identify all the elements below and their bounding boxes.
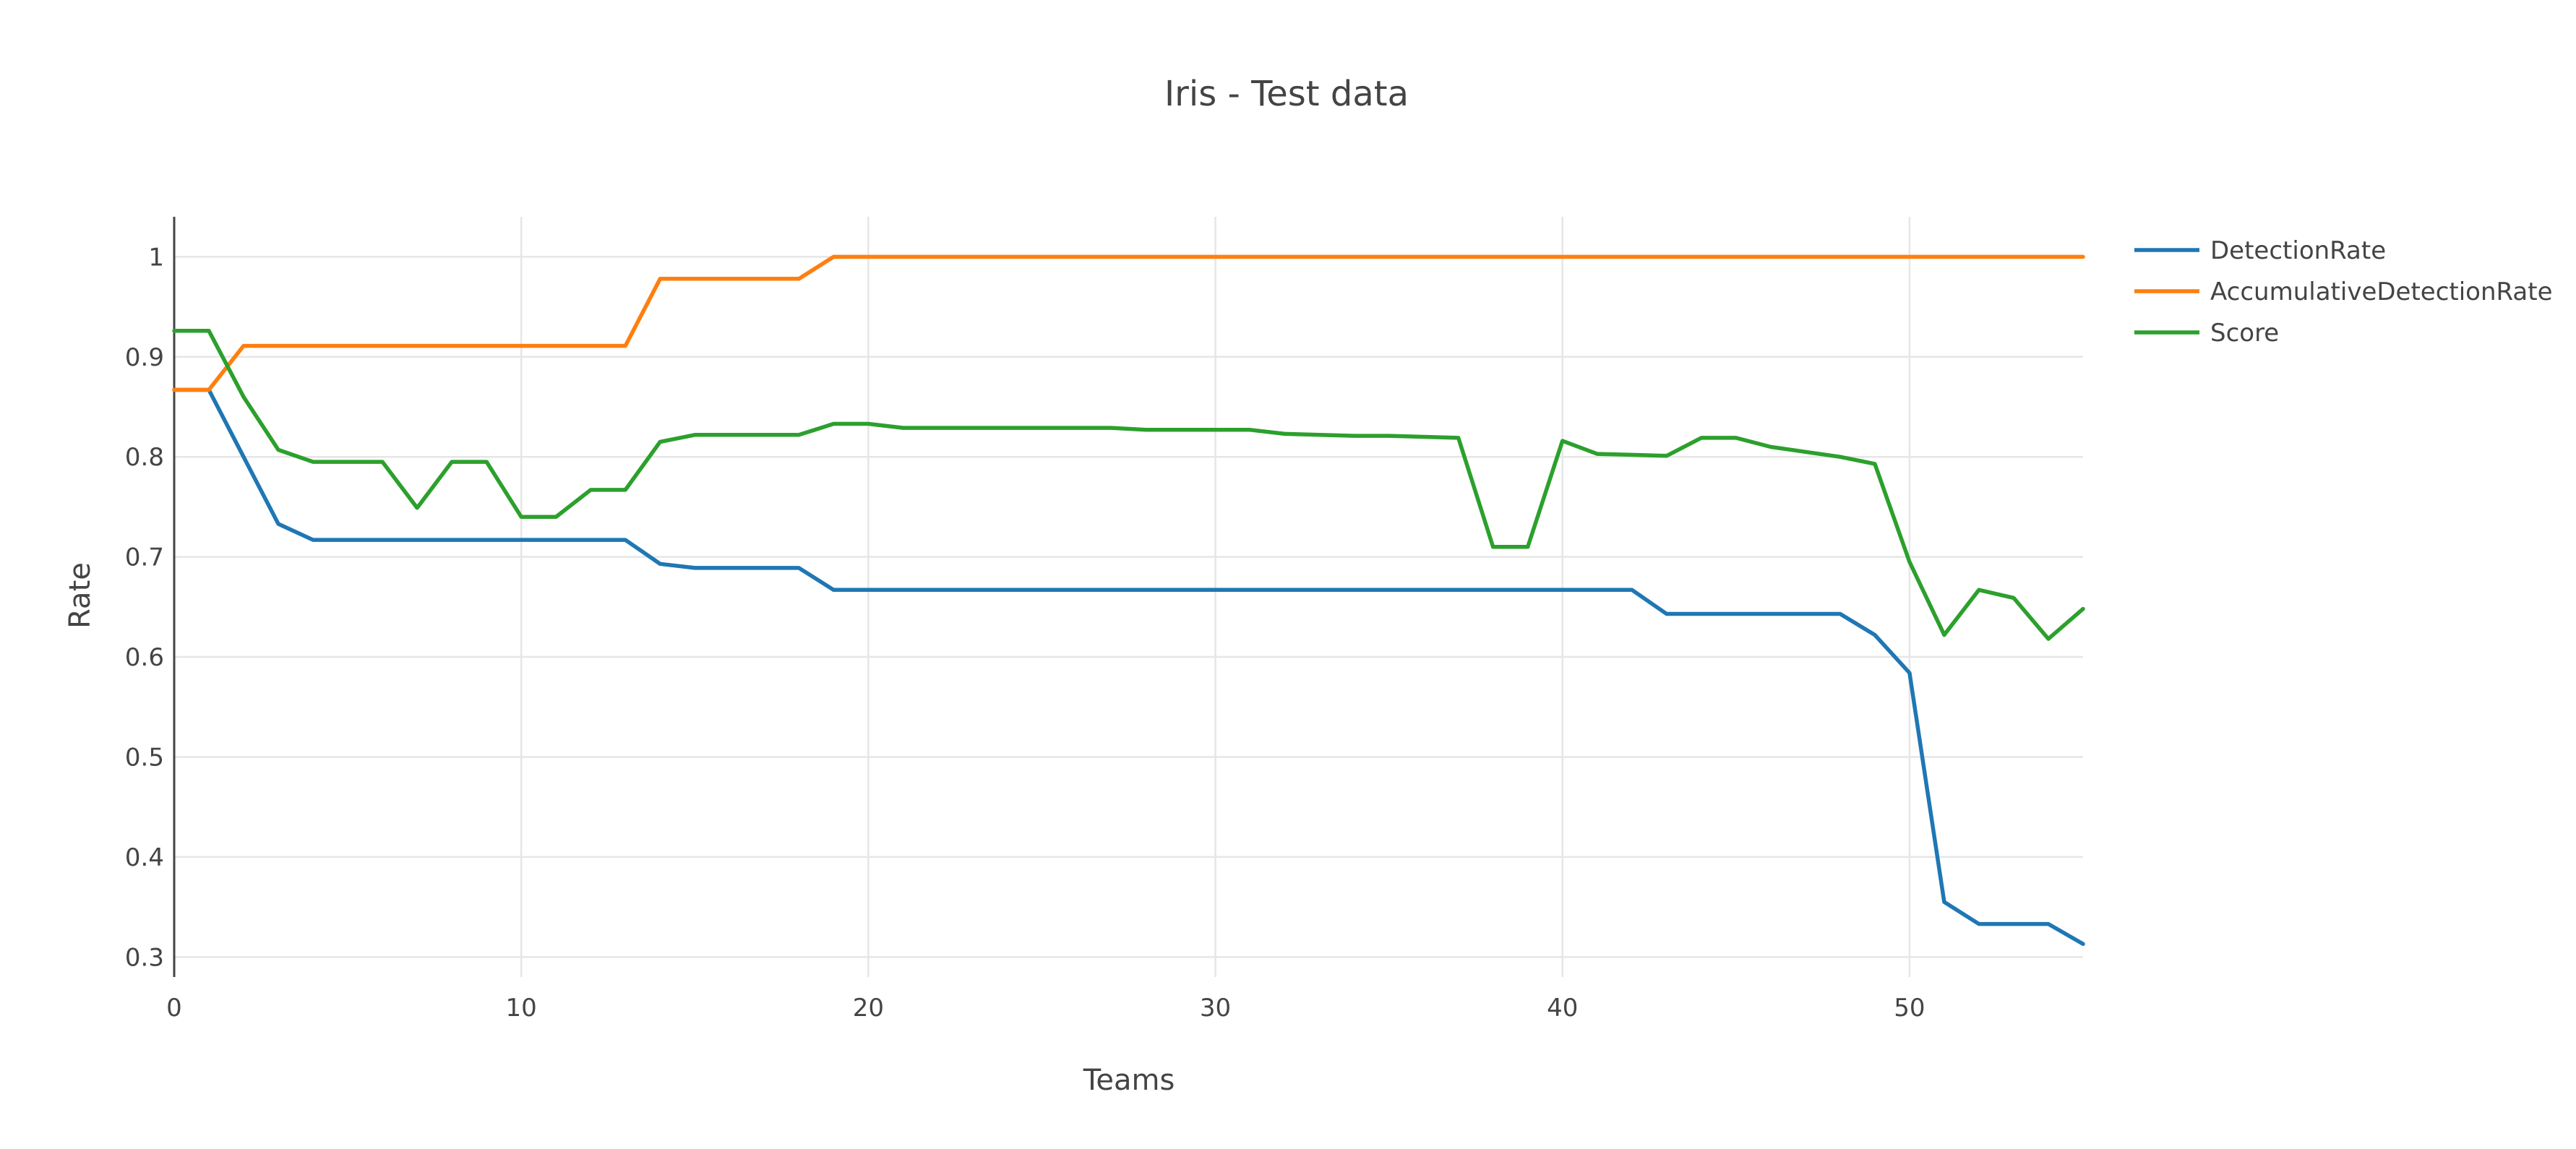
legend: DetectionRate AccumulativeDetectionRate Sc… [2134,236,2553,348]
legend-label: DetectionRate [2210,236,2386,265]
x-tick-label: 20 [853,994,884,1023]
x-tick-label: 30 [1200,994,1231,1023]
x-axis-title: Teams [1083,1064,1175,1097]
plot-area [172,254,2085,947]
series-line-accumulativedetectionrate [172,254,2085,392]
x-tick-label: 40 [1547,994,1578,1023]
y-tick-label: 1 [148,243,164,272]
y-tick-label: 0.6 [125,643,164,672]
legend-label: Score [2210,319,2279,348]
gridlines [174,217,2083,977]
series-line-detectionrate [172,387,2085,947]
x-tick-label: 10 [506,994,537,1023]
series-line-score [172,329,2085,641]
y-tick-label: 0.3 [125,943,164,972]
y-tick-label: 0.9 [125,343,164,372]
legend-label: AccumulativeDetectionRate [2210,277,2553,306]
axes: 0.30.40.50.60.70.80.910 10 20 30 40 50 [125,217,1925,1023]
x-tick-label: 0 [166,994,182,1023]
y-tick-label: 0.7 [125,543,164,572]
y-tick-label: 0.8 [125,443,164,472]
x-tick-label: 50 [1894,994,1925,1023]
y-axis-title: Rate [64,562,97,629]
chart-title: Iris - Test data [1164,74,1409,114]
y-tick-label: 0.5 [125,743,164,772]
y-tick-label: 0.4 [125,843,164,872]
